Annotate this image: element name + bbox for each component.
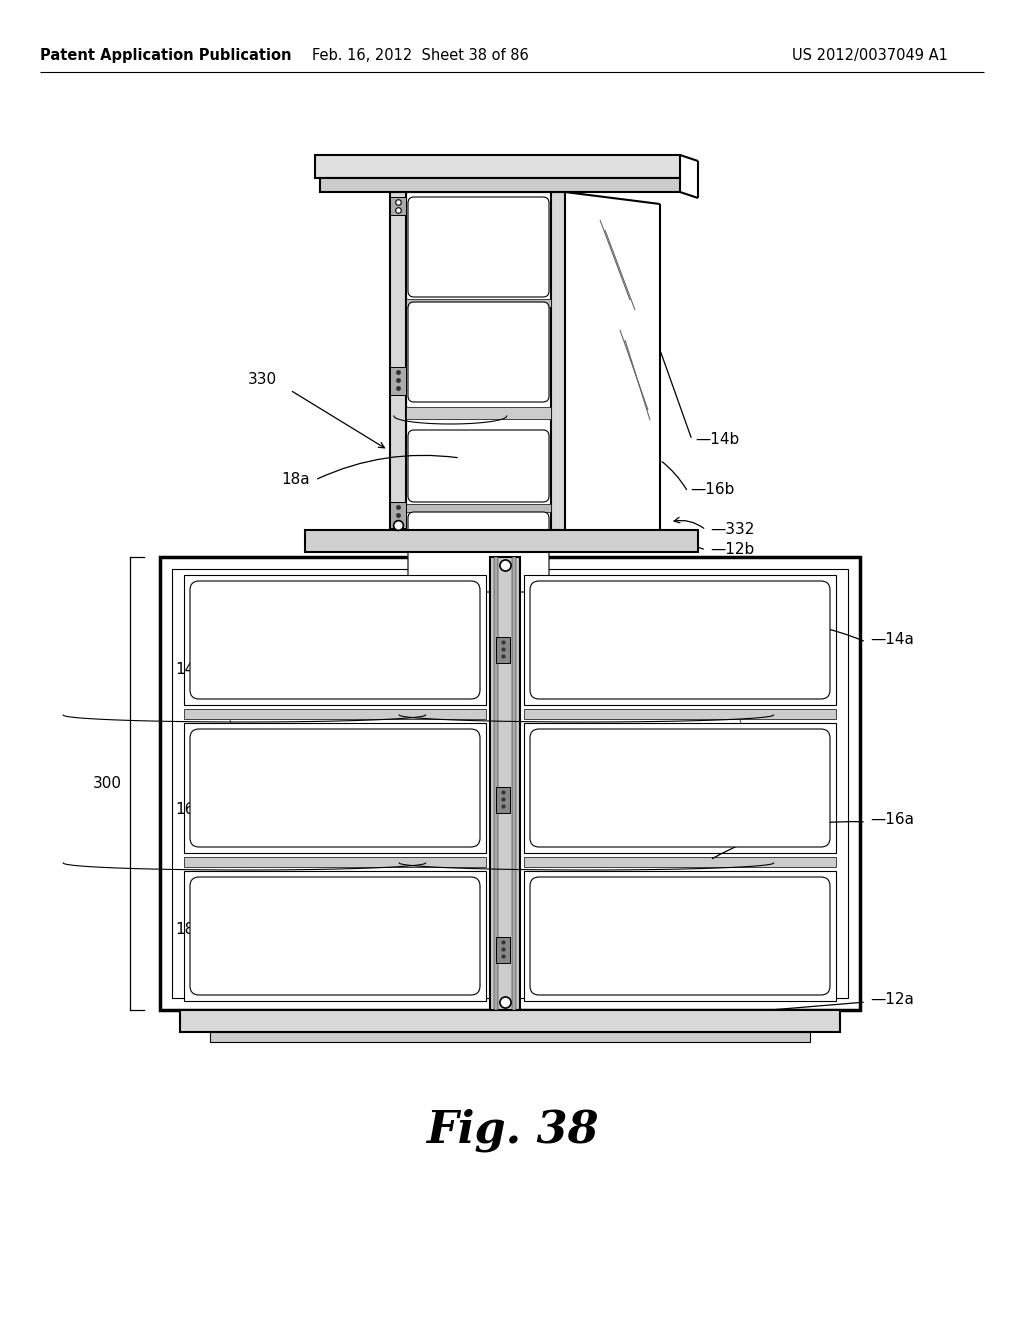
Text: —12a: —12a	[870, 993, 913, 1007]
Bar	[184, 709, 486, 719]
Text: 18: 18	[176, 923, 195, 937]
Bar	[315, 154, 680, 178]
FancyBboxPatch shape	[408, 302, 549, 403]
Bar	[512, 557, 516, 1010]
FancyBboxPatch shape	[190, 876, 480, 995]
Bar	[160, 557, 860, 1010]
Bar	[524, 871, 836, 1001]
FancyBboxPatch shape	[530, 876, 830, 995]
Bar	[406, 504, 551, 512]
FancyBboxPatch shape	[530, 729, 830, 847]
Bar	[184, 857, 486, 867]
Text: Feb. 16, 2012  Sheet 38 of 86: Feb. 16, 2012 Sheet 38 of 86	[311, 48, 528, 63]
Bar	[406, 407, 551, 418]
Text: —12b: —12b	[710, 543, 755, 557]
Text: 300: 300	[93, 776, 122, 791]
Bar	[305, 531, 698, 552]
Bar	[210, 1032, 810, 1041]
Bar	[524, 857, 836, 867]
Text: —14b: —14b	[695, 433, 739, 447]
Bar	[390, 367, 406, 395]
Text: US 2012/0037049 A1: US 2012/0037049 A1	[792, 48, 948, 63]
Text: —332: —332	[710, 523, 755, 537]
FancyBboxPatch shape	[530, 581, 830, 700]
Bar	[406, 300, 551, 308]
Bar	[184, 723, 486, 853]
Bar	[551, 191, 565, 531]
Text: 330: 330	[248, 372, 278, 388]
Text: —16b: —16b	[690, 483, 734, 498]
Text: —14a: —14a	[870, 632, 913, 648]
Bar	[496, 937, 510, 964]
Text: 12c: 12c	[328, 165, 355, 181]
Text: 18a: 18a	[282, 473, 310, 487]
FancyBboxPatch shape	[190, 729, 480, 847]
Text: —16a: —16a	[870, 813, 914, 828]
Bar	[390, 197, 406, 215]
FancyBboxPatch shape	[408, 430, 549, 502]
FancyBboxPatch shape	[408, 512, 549, 591]
Bar	[172, 569, 848, 998]
Bar	[490, 557, 520, 1010]
Bar	[390, 502, 406, 528]
Bar	[319, 178, 680, 191]
Bar	[496, 638, 510, 663]
FancyBboxPatch shape	[190, 581, 480, 700]
Text: Patent Application Publication: Patent Application Publication	[40, 48, 292, 63]
Bar	[524, 723, 836, 853]
Text: 16: 16	[176, 803, 195, 817]
Text: Fig. 38: Fig. 38	[426, 1109, 598, 1152]
Bar	[406, 191, 551, 531]
Bar	[496, 787, 510, 813]
Bar	[180, 1010, 840, 1032]
Bar	[390, 191, 406, 531]
Bar	[184, 576, 486, 705]
Bar	[524, 576, 836, 705]
FancyBboxPatch shape	[408, 197, 549, 297]
Bar	[494, 557, 498, 1010]
Bar	[524, 709, 836, 719]
Bar	[184, 871, 486, 1001]
Text: 14: 14	[176, 663, 195, 677]
